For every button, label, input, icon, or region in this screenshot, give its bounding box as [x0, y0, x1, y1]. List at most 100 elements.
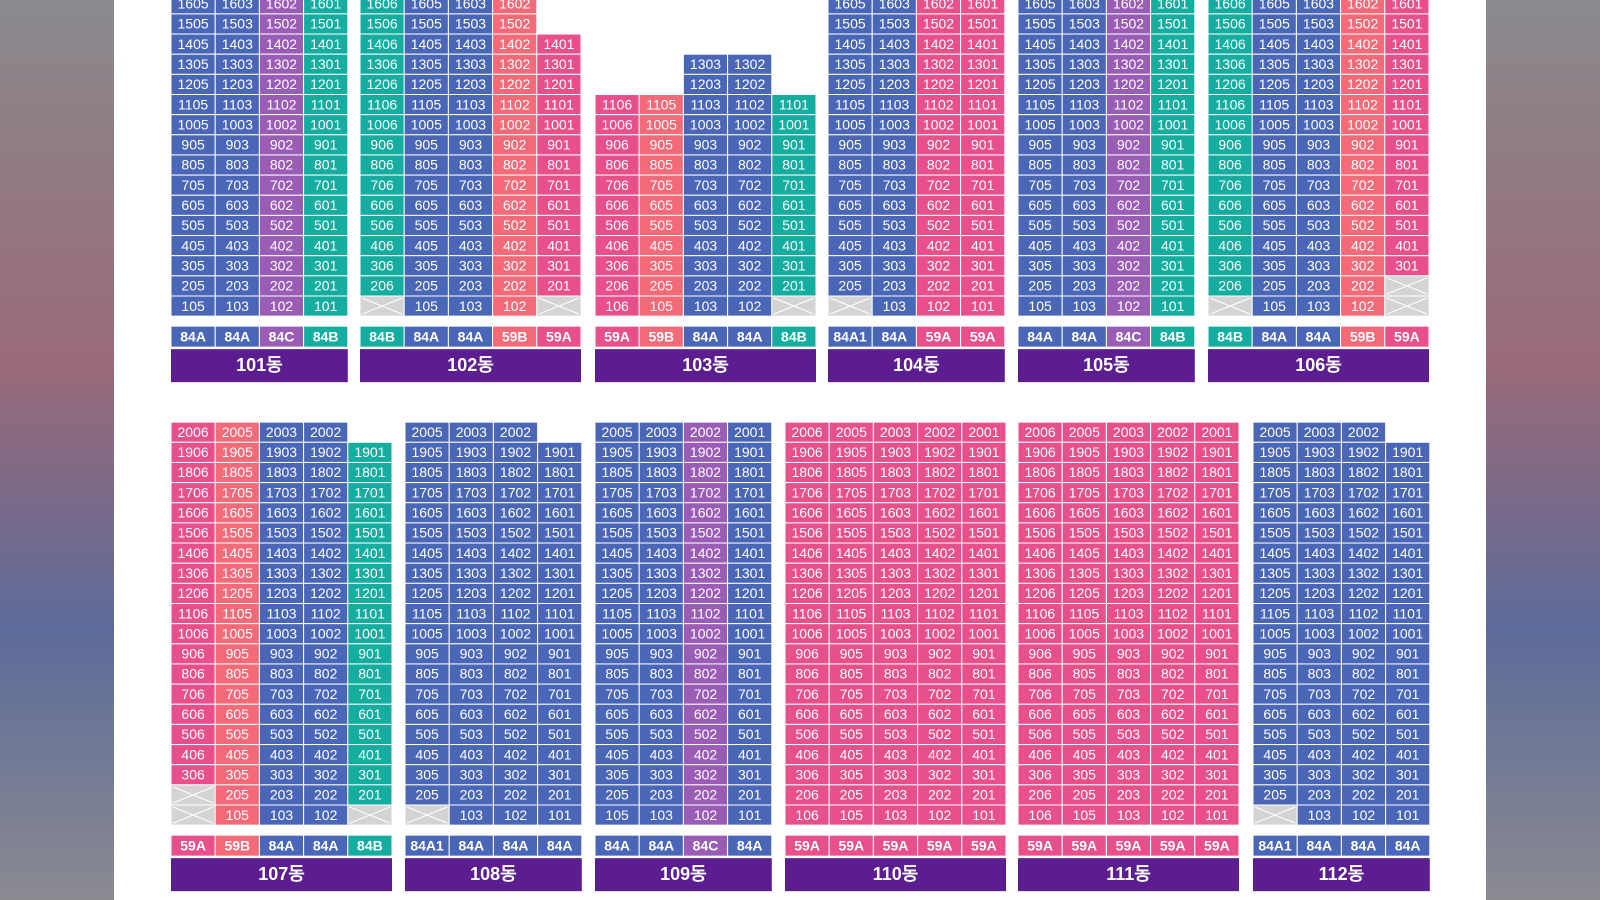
type-label: 59A — [1027, 837, 1053, 853]
unit-number: 105 — [1263, 298, 1287, 314]
unit-number: 703 — [883, 177, 907, 193]
unit-number: 801 — [548, 666, 572, 682]
unit-number: 1402 — [1113, 36, 1144, 52]
unit-number: 203 — [460, 787, 484, 803]
unit-number: 805 — [1263, 157, 1287, 173]
unit-number: 301 — [1161, 257, 1185, 273]
unit-number: 905 — [650, 137, 674, 153]
unit-number: 1906 — [792, 444, 823, 460]
hatch — [538, 297, 580, 315]
unit-number: 1602 — [500, 505, 531, 521]
unit-number: 501 — [971, 217, 995, 233]
unit-number: 1405 — [1259, 36, 1290, 52]
unit-number: 703 — [694, 177, 718, 193]
unit-number: 603 — [883, 197, 907, 213]
type-label: 84A — [1351, 837, 1377, 853]
type-cell — [960, 325, 1006, 348]
unit-number: 1301 — [310, 56, 341, 72]
unit-number: 703 — [460, 686, 484, 702]
unit-number: 1305 — [602, 565, 633, 581]
unit-number: 203 — [1308, 787, 1332, 803]
unit-number: 702 — [314, 686, 338, 702]
unit-number: 101 — [1205, 807, 1229, 823]
unit-number: 1103 — [222, 96, 252, 112]
unit-number: 305 — [605, 766, 629, 782]
unit-number: 301 — [738, 766, 762, 782]
unit-number: 1202 — [1157, 585, 1188, 601]
unit-number: 103 — [1117, 807, 1141, 823]
unit-number: 1503 — [1069, 16, 1100, 32]
unit-number: 602 — [927, 197, 951, 213]
unit-number: 605 — [840, 706, 864, 722]
unit-number: 1003 — [880, 625, 911, 641]
unit-number: 1106 — [1215, 96, 1245, 112]
unit-number: 806 — [370, 157, 394, 173]
unit-number: 801 — [1395, 157, 1419, 173]
unit-number: 902 — [1352, 646, 1376, 662]
unit-number: 1502 — [500, 525, 531, 541]
unit-number: 1701 — [354, 484, 385, 500]
unit-number: 201 — [1205, 787, 1229, 803]
building-name: 106동 — [1295, 355, 1342, 375]
unit-number: 103 — [884, 807, 908, 823]
unit-number: 1002 — [1347, 116, 1378, 132]
unit-number: 503 — [650, 726, 674, 742]
unit-number: 402 — [1352, 746, 1376, 762]
unit-number: 1005 — [1025, 116, 1056, 132]
unit-number: 1001 — [1201, 625, 1232, 641]
unit-number: 1506 — [1215, 16, 1246, 32]
unit-number: 903 — [226, 137, 250, 153]
unit-number: 501 — [547, 217, 571, 233]
unit-number: 1201 — [734, 585, 765, 601]
unit-number: 802 — [504, 666, 528, 682]
unit-number: 906 — [1028, 646, 1052, 662]
unit-number: 1503 — [1303, 16, 1334, 32]
unit-number: 201 — [738, 787, 762, 803]
unit-number: 603 — [650, 706, 674, 722]
unit-number: 601 — [972, 706, 996, 722]
unit-number: 1002 — [1157, 625, 1188, 641]
unit-number: 1202 — [266, 76, 297, 92]
unit-number: 403 — [1117, 746, 1141, 762]
type-label: 84A — [413, 328, 439, 344]
unit-number: 1403 — [1303, 36, 1334, 52]
building: 2006 2005 2003 2002 1906 1905 1903 1902 1901 1806… — [170, 421, 393, 892]
type-label: 59A — [1116, 837, 1142, 853]
unit-number: 703 — [1073, 177, 1097, 193]
unit-number: 705 — [1028, 177, 1052, 193]
unit-number: 803 — [460, 666, 484, 682]
unit-number: 1506 — [792, 525, 823, 541]
unit-number: 901 — [1396, 646, 1420, 662]
unit-number: 301 — [1395, 257, 1419, 273]
unit-number: 1505 — [836, 525, 867, 541]
unit-number: 1305 — [222, 565, 253, 581]
unit-number: 701 — [314, 177, 338, 193]
unit-number: 706 — [370, 177, 394, 193]
unit-number: 802 — [1351, 157, 1375, 173]
unit-number: 902 — [1117, 137, 1141, 153]
unit-number: 1002 — [500, 625, 531, 641]
unit-number: 1905 — [1260, 444, 1291, 460]
unit-number: 1303 — [1113, 565, 1144, 581]
unit-number: 1101 — [968, 96, 998, 112]
unit-number: 402 — [1117, 237, 1141, 253]
unit-number: 1103 — [1304, 605, 1334, 621]
unit-number: 1905 — [412, 444, 443, 460]
unit-number: 302 — [314, 766, 338, 782]
unit-number: 1903 — [1304, 444, 1335, 460]
unit-number: 301 — [547, 257, 571, 273]
unit-number: 1301 — [1392, 565, 1423, 581]
unit-number: 1105 — [602, 605, 632, 621]
building-bar — [171, 858, 392, 892]
unit-number: 902 — [503, 137, 527, 153]
unit-number: 401 — [1161, 237, 1185, 253]
unit-number: 102 — [270, 298, 294, 314]
unit-number: 303 — [1308, 766, 1332, 782]
unit-number: 2002 — [690, 424, 721, 440]
unit-number: 605 — [1073, 706, 1097, 722]
unit-number: 1805 — [836, 464, 867, 480]
type-cell — [303, 325, 349, 348]
building-bar — [1208, 349, 1429, 383]
unit-number: 1505 — [602, 525, 633, 541]
unit-number: 1903 — [456, 444, 487, 460]
